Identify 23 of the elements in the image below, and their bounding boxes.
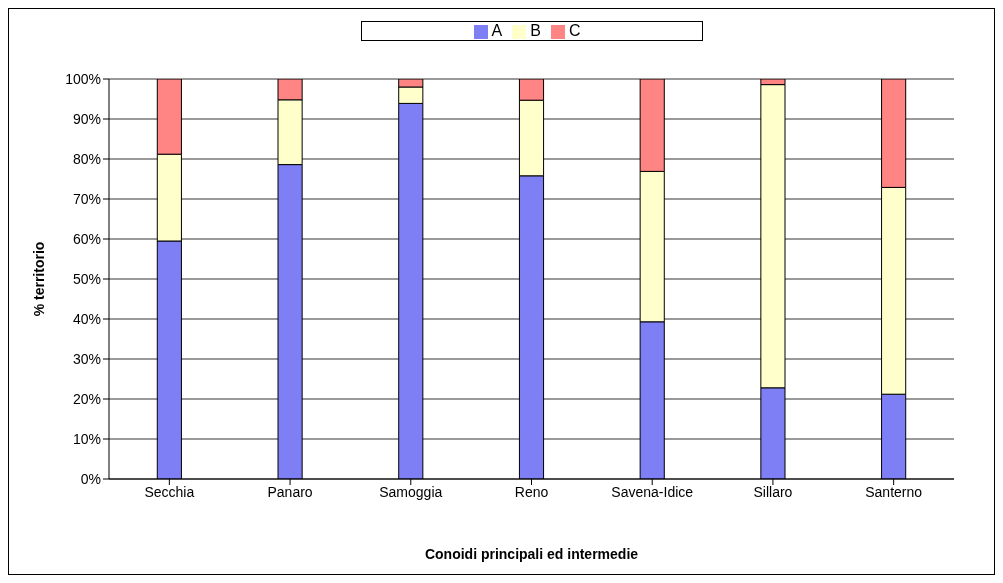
x-tick-label: Reno — [514, 483, 549, 500]
y-tick-label: 20% — [72, 390, 101, 407]
y-tick-label: 40% — [72, 310, 101, 327]
y-tick-label: 10% — [72, 430, 101, 447]
y-axis-title: % territorio — [30, 241, 47, 317]
x-tick-label: Samoggia — [379, 483, 443, 500]
x-tick-label: Savena-Idice — [611, 483, 694, 500]
x-tick-label: Secchia — [144, 483, 195, 500]
legend-label: A — [491, 22, 503, 39]
y-tick-label: 100% — [65, 70, 101, 87]
x-tick-label: Panaro — [267, 483, 313, 500]
y-tick-label: 80% — [72, 150, 101, 167]
y-tick-label: 30% — [72, 350, 101, 367]
y-tick-label: 90% — [72, 110, 101, 127]
legend-label: C — [568, 22, 581, 39]
x-tick-label: Sillaro — [753, 483, 793, 500]
y-tick-label: 70% — [72, 190, 101, 207]
x-tick-label: Santerno — [865, 483, 923, 500]
legend-label: B — [530, 22, 541, 39]
y-tick-label: 60% — [72, 230, 101, 247]
x-axis-title: Conoidi principali ed intermedie — [424, 546, 639, 562]
y-tick-label: 0% — [80, 470, 101, 487]
y-tick-label: 50% — [72, 270, 101, 287]
